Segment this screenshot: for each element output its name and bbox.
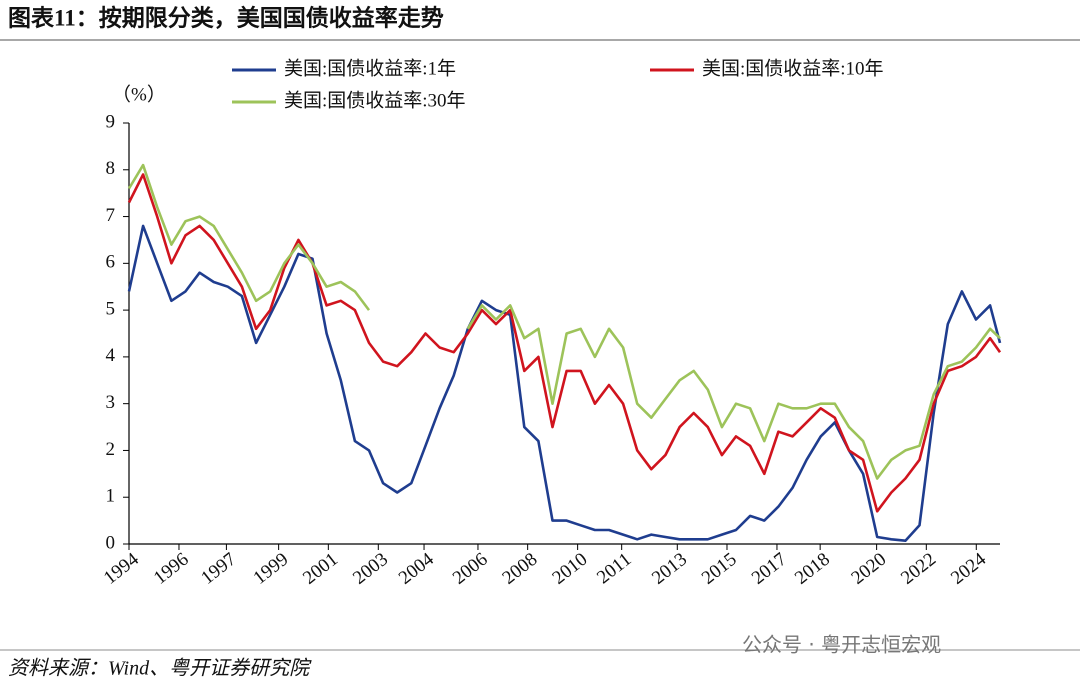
x-tick-label: 2020 (848, 549, 891, 589)
x-tick-label: 2015 (698, 549, 741, 589)
x-tick-label: 2011 (593, 549, 635, 589)
source-note: 资料来源：Wind、粤开证券研究院 (8, 658, 312, 680)
x-tick-label: 2001 (299, 549, 342, 589)
x-tick-label: 1999 (250, 549, 293, 589)
x-tick-label: 2024 (947, 549, 990, 589)
x-tick-label: 2018 (791, 549, 834, 589)
y-tick-label: 3 (106, 392, 116, 413)
series-line (127, 173, 1002, 513)
x-tick-label: 2010 (549, 549, 592, 589)
x-tick-label: 1994 (100, 549, 143, 589)
y-tick-label: 9 (106, 111, 116, 132)
chart-title: 图表11：按期限分类，美国国债收益率走势 (8, 4, 444, 30)
watermark: 公众号 · 粤开志恒宏观 (742, 633, 941, 657)
x-tick-label: 1996 (150, 549, 193, 589)
y-tick-label: 4 (106, 345, 116, 366)
series-line (127, 224, 1002, 542)
x-tick-label: 2003 (349, 549, 392, 589)
y-tick-label: 6 (106, 252, 116, 273)
legend-label: 美国:国债收益率:10年 (702, 57, 884, 79)
x-tick-label: 2008 (499, 549, 542, 589)
x-tick-label: 2022 (897, 549, 940, 589)
y-tick-label: 0 (106, 532, 116, 553)
y-tick-label: 7 (106, 205, 116, 226)
y-tick-label: 8 (106, 158, 116, 179)
x-tick-label: 1997 (197, 549, 240, 589)
x-tick-label: 2004 (395, 549, 438, 589)
x-tick-label: 2006 (449, 549, 492, 589)
x-tick-label: 2017 (748, 549, 791, 589)
x-tick-label: 2013 (648, 549, 691, 589)
y-axis-unit: （%） (112, 83, 166, 105)
y-tick-label: 1 (106, 486, 116, 507)
y-tick-label: 5 (106, 298, 116, 319)
legend-label: 美国:国债收益率:30年 (284, 89, 466, 111)
y-tick-label: 2 (106, 439, 116, 460)
legend-label: 美国:国债收益率:1年 (284, 57, 456, 79)
series-line (127, 163, 1001, 480)
